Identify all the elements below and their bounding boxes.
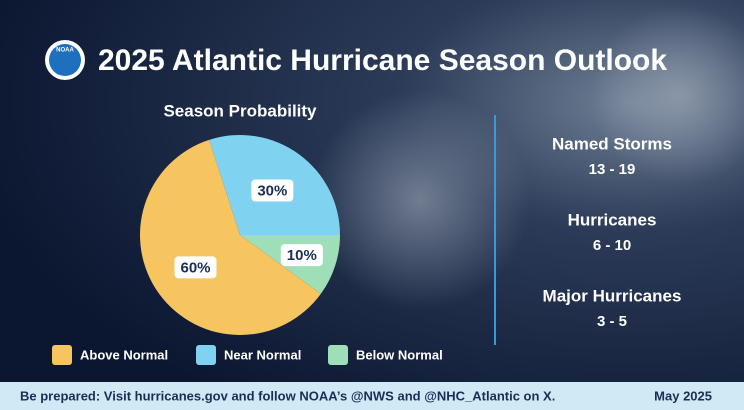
value-label: 10%	[287, 247, 317, 264]
value-label-box	[174, 256, 217, 279]
storm-cloud	[310, 90, 530, 310]
stat-label: Major Hurricanes	[543, 286, 682, 305]
logo-inner	[49, 44, 81, 76]
stat-label: Hurricanes	[568, 210, 657, 229]
value-label: 60%	[180, 259, 210, 276]
stat-value: 3 - 5	[597, 313, 627, 330]
footer-text: Be prepared: Visit hurricanes.gov and fo…	[20, 388, 555, 403]
footer-bar	[0, 382, 744, 410]
storm-cloud	[590, 5, 744, 185]
legend-swatch	[328, 345, 348, 365]
pie-title: Season Probability	[163, 101, 317, 120]
value-label: 30%	[257, 182, 287, 199]
title: 2025 Atlantic Hurricane Season Outlook	[98, 44, 667, 77]
legend-swatch	[196, 345, 216, 365]
legend-label: Near Normal	[224, 347, 301, 362]
legend-label: Above Normal	[80, 347, 168, 362]
stat-value: 6 - 10	[593, 237, 631, 254]
value-label-box	[251, 179, 294, 202]
value-label-box	[280, 244, 323, 267]
stat-label: Named Storms	[552, 134, 672, 153]
logo-text: NOAA	[56, 48, 74, 54]
footer-date: May 2025	[654, 388, 712, 403]
legend-label: Below Normal	[356, 347, 443, 362]
stat-value: 13 - 19	[589, 161, 636, 178]
legend-swatch	[52, 345, 72, 365]
pie-slice	[140, 139, 321, 335]
